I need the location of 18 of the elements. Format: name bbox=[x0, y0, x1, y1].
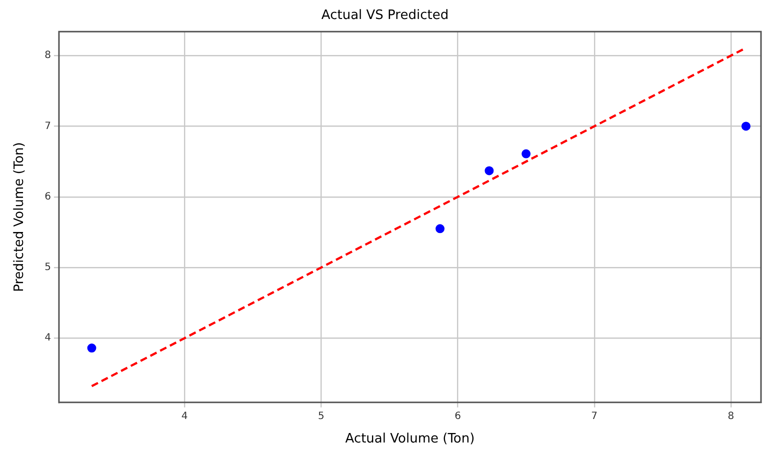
x-tick-label: 8 bbox=[728, 410, 734, 422]
point bbox=[436, 224, 445, 234]
x-axis-title: Actual Volume (Ton) bbox=[345, 432, 475, 447]
point bbox=[484, 166, 494, 176]
y-tick-label: 7 bbox=[44, 120, 51, 132]
y-tick-label: 6 bbox=[44, 191, 51, 202]
point bbox=[522, 149, 531, 158]
y-axis-title: Predicted Volume (Ton) bbox=[12, 142, 28, 292]
y-tick-label: 5 bbox=[44, 262, 51, 274]
y-tick-label: 4 bbox=[44, 332, 51, 344]
point bbox=[741, 122, 750, 131]
y-tick-label: 8 bbox=[44, 50, 51, 62]
x-tick-label: 5 bbox=[318, 410, 324, 422]
chart-title: Actual VS Predicted bbox=[321, 8, 449, 24]
x-tick-label: 7 bbox=[591, 410, 598, 422]
point bbox=[87, 344, 96, 353]
x-tick-label: 4 bbox=[181, 410, 188, 422]
x-tick-label: 6 bbox=[454, 410, 461, 422]
